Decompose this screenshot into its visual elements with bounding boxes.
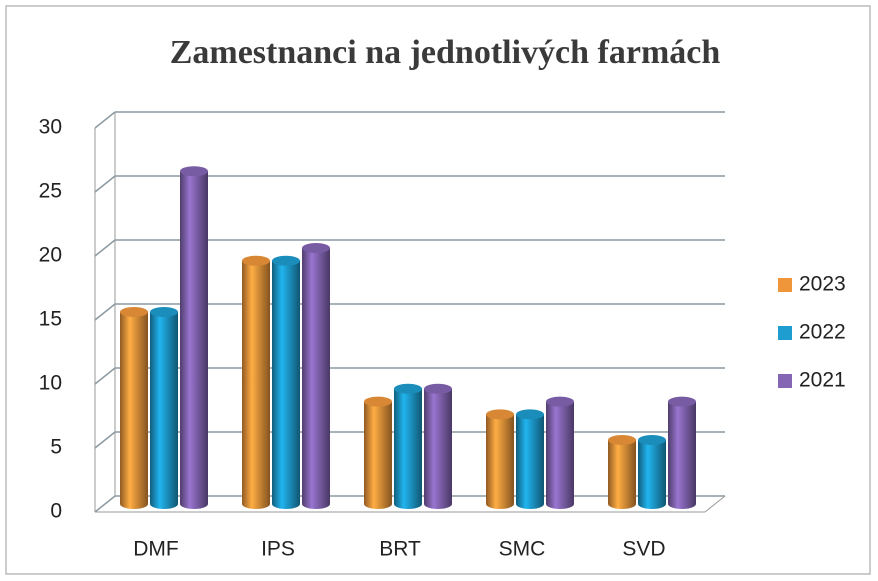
bar-cap — [486, 409, 514, 420]
bar-cap — [424, 383, 452, 394]
y-tick-label: 0 — [50, 500, 62, 523]
bar — [364, 396, 392, 509]
bar — [424, 383, 452, 509]
bar-body — [272, 260, 300, 504]
x-tick-label: IPS — [261, 538, 295, 561]
x-tick-label: BRT — [379, 538, 421, 561]
bar-base — [394, 499, 422, 509]
bar — [546, 396, 574, 509]
bar-cap — [638, 435, 666, 445]
bar-cap — [120, 307, 148, 317]
grid-segment — [94, 239, 116, 257]
bar — [668, 396, 696, 509]
grid-segment — [94, 367, 116, 385]
bar-body — [668, 401, 696, 504]
bar-body — [120, 312, 148, 504]
grid-segment — [94, 303, 116, 321]
grid-line — [94, 175, 725, 193]
x-tick-label: DMF — [133, 538, 179, 561]
bar — [242, 255, 270, 509]
bar-body — [242, 260, 270, 504]
bar-base — [486, 499, 514, 509]
bar-body — [364, 401, 392, 504]
bar-cap — [180, 166, 208, 177]
bar-base — [364, 499, 392, 509]
bar — [394, 383, 422, 509]
grid-line — [94, 111, 725, 129]
bar-base — [668, 499, 696, 509]
bar-base — [180, 499, 208, 509]
bar-cap — [516, 409, 544, 420]
grid-segment — [94, 431, 116, 449]
bar-base — [242, 499, 270, 509]
grid-line — [94, 303, 725, 321]
bar — [150, 307, 178, 509]
bar-base — [272, 499, 300, 509]
bar — [302, 243, 330, 509]
bar-body — [516, 414, 544, 504]
grid-segment — [94, 111, 116, 129]
legend-label: 2023 — [799, 273, 846, 296]
bar-body — [608, 440, 636, 504]
bar-base — [638, 499, 666, 509]
x-tick-label: SVD — [622, 538, 665, 561]
bar-cap — [394, 383, 422, 394]
bar-base — [546, 499, 574, 509]
grid-line — [94, 367, 725, 385]
bar-body — [302, 248, 330, 504]
legend-swatch — [778, 326, 792, 340]
bar-cap — [302, 243, 330, 253]
bar-cap — [668, 396, 696, 407]
bar-base — [120, 499, 148, 509]
legend-label: 2021 — [799, 369, 846, 392]
bar-base — [302, 499, 330, 509]
y-tick-label: 25 — [39, 180, 62, 203]
bar-body — [394, 388, 422, 504]
bar — [272, 255, 300, 509]
bar-cap — [150, 307, 178, 317]
bar-body — [150, 312, 178, 504]
y-tick-label: 10 — [39, 372, 62, 395]
chart-title: Zamestnanci na jednotlivých farmách — [170, 34, 721, 71]
bar-body — [180, 171, 208, 504]
bar-base — [516, 499, 544, 509]
floor-edge — [704, 495, 726, 513]
y-tick-label: 30 — [39, 116, 62, 139]
grid-segment — [94, 175, 116, 193]
bar-cap — [364, 396, 392, 407]
bar — [180, 166, 208, 509]
bar — [608, 435, 636, 509]
bar — [120, 307, 148, 509]
bar — [638, 435, 666, 509]
bar-cap — [242, 255, 270, 266]
bar-base — [608, 499, 636, 509]
bar — [486, 409, 514, 509]
legend-swatch — [778, 278, 792, 292]
legend-label: 2022 — [799, 321, 846, 344]
x-tick-label: SMC — [499, 538, 546, 561]
legend-swatch — [778, 374, 792, 388]
y-tick-label: 20 — [39, 244, 62, 267]
bar-cap — [546, 396, 574, 407]
bar-cap — [608, 435, 636, 445]
bar-cap — [272, 255, 300, 266]
bar-body — [424, 388, 452, 504]
bar-body — [546, 401, 574, 504]
y-tick-label: 15 — [39, 308, 62, 331]
bar-body — [486, 414, 514, 504]
y-tick-label: 5 — [50, 436, 62, 459]
bar — [516, 409, 544, 509]
bar-base — [424, 499, 452, 509]
bar-body — [638, 440, 666, 504]
bar-base — [150, 499, 178, 509]
grid-line — [94, 239, 725, 257]
grid-segment — [94, 495, 116, 513]
